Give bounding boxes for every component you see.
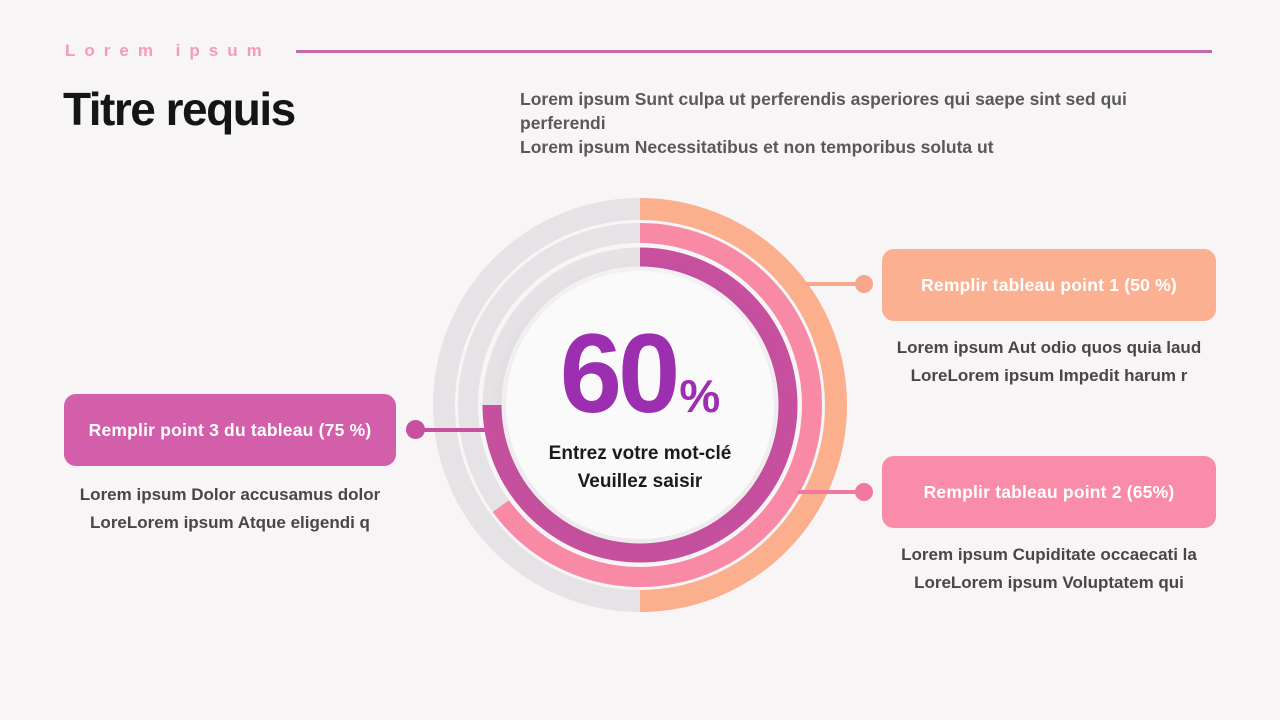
callout-desc-point-2-line-2: LoreLorem ipsum Voluptatem qui [914,572,1184,592]
ring-arc-point-2 [458,223,822,587]
connector-line-point-2 [797,490,864,494]
connector-dot-point-3 [406,420,425,439]
center-keyword-line-2: Veuillez saisir [577,470,703,492]
header-divider-line [296,50,1212,53]
donut-center-content: 60 % Entrez votre mot-clé Veuillez saisi… [506,271,774,539]
page-title: Titre requis [63,83,296,135]
callout-box-point-2: Remplir tableau point 2 (65%) [882,456,1216,528]
callout-desc-point-2-line-1: Lorem ipsum Cupiditate occaecati la [901,545,1197,564]
callout-label-point-1: Remplir tableau point 1 (50 %) [921,274,1177,295]
callout-desc-point-1-line-1: Lorem ipsum Aut odio quos quia laud [896,338,1202,357]
center-value-row: 60 % [559,311,721,437]
slide-tagline: Lorem ipsum [65,41,271,60]
callout-desc-point-2: Lorem ipsum Cupiditate occaecati la Lore… [882,541,1216,596]
ring-arc-point-1 [433,198,847,612]
connector-line-point-3 [414,428,490,432]
center-percent-sign: % [679,370,721,423]
callout-desc-point-1-line-2: LoreLorem ipsum Impedit harum r [910,365,1188,385]
callout-box-point-3: Remplir point 3 du tableau (75 %) [64,394,396,466]
donut-center-disc [506,271,774,539]
intro-line-1: Lorem ipsum Sunt culpa ut perferendis as… [520,89,1127,133]
center-keyword-line-1: Entrez votre mot-clé [548,442,732,464]
callout-box-point-1: Remplir tableau point 1 (50 %) [882,249,1216,321]
connector-dot-point-1 [855,275,873,293]
intro-line-2: Lorem ipsum Necessitatibus et non tempor… [520,137,994,157]
intro-paragraph: Lorem ipsum Sunt culpa ut perferendis as… [520,87,1200,159]
connector-dot-point-2 [855,483,873,501]
callout-desc-point-3-line-1: Lorem ipsum Dolor accusamus dolor [79,485,381,504]
center-value: 60 [559,311,681,437]
connector-line-point-1 [806,282,864,286]
callout-desc-point-3-line-2: LoreLorem ipsum Atque eligendi q [90,512,370,532]
callout-desc-point-3: Lorem ipsum Dolor accusamus dolor LoreLo… [64,481,396,536]
ring-arc-point-3 [482,247,798,563]
callout-label-point-2: Remplir tableau point 2 (65%) [923,481,1175,502]
callout-desc-point-1: Lorem ipsum Aut odio quos quia laud Lore… [882,334,1216,389]
donut-chart [433,198,847,612]
callout-label-point-3: Remplir point 3 du tableau (75 %) [88,419,372,440]
